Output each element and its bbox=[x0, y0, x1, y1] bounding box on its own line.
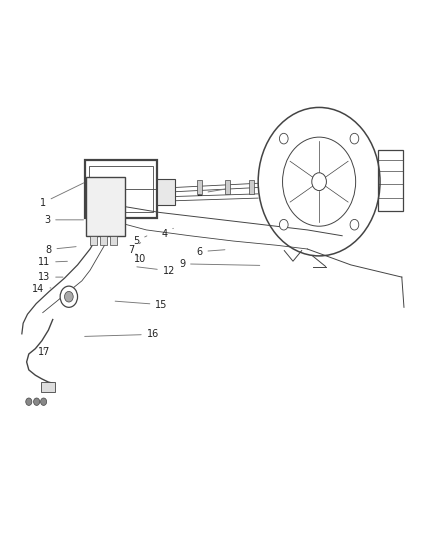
FancyBboxPatch shape bbox=[41, 382, 55, 392]
Text: 15: 15 bbox=[115, 300, 168, 310]
Text: 1: 1 bbox=[40, 183, 84, 208]
Text: 8: 8 bbox=[45, 245, 76, 255]
Circle shape bbox=[26, 398, 32, 406]
FancyBboxPatch shape bbox=[110, 236, 117, 245]
Text: 16: 16 bbox=[85, 329, 159, 340]
FancyBboxPatch shape bbox=[249, 180, 254, 195]
Circle shape bbox=[279, 220, 288, 230]
Circle shape bbox=[350, 220, 359, 230]
FancyBboxPatch shape bbox=[225, 180, 230, 195]
FancyBboxPatch shape bbox=[100, 236, 107, 245]
FancyBboxPatch shape bbox=[86, 177, 124, 236]
Text: 12: 12 bbox=[137, 266, 175, 276]
Circle shape bbox=[60, 286, 78, 308]
Circle shape bbox=[64, 292, 73, 302]
Text: 11: 11 bbox=[38, 257, 67, 267]
Text: 14: 14 bbox=[32, 284, 51, 294]
Circle shape bbox=[279, 133, 288, 144]
Circle shape bbox=[312, 173, 326, 191]
Text: 7: 7 bbox=[128, 243, 141, 255]
Text: 6: 6 bbox=[196, 247, 225, 257]
Text: 10: 10 bbox=[134, 254, 146, 263]
Circle shape bbox=[41, 398, 47, 406]
FancyBboxPatch shape bbox=[197, 180, 202, 195]
FancyBboxPatch shape bbox=[90, 236, 97, 245]
Circle shape bbox=[34, 398, 40, 406]
Text: 4: 4 bbox=[162, 228, 173, 239]
Text: 2: 2 bbox=[196, 188, 230, 198]
Text: 17: 17 bbox=[38, 348, 50, 358]
Text: 3: 3 bbox=[44, 215, 84, 225]
Text: 9: 9 bbox=[179, 259, 260, 269]
Text: 13: 13 bbox=[38, 272, 63, 282]
Circle shape bbox=[350, 133, 359, 144]
FancyBboxPatch shape bbox=[157, 179, 175, 205]
Text: 5: 5 bbox=[133, 236, 147, 246]
